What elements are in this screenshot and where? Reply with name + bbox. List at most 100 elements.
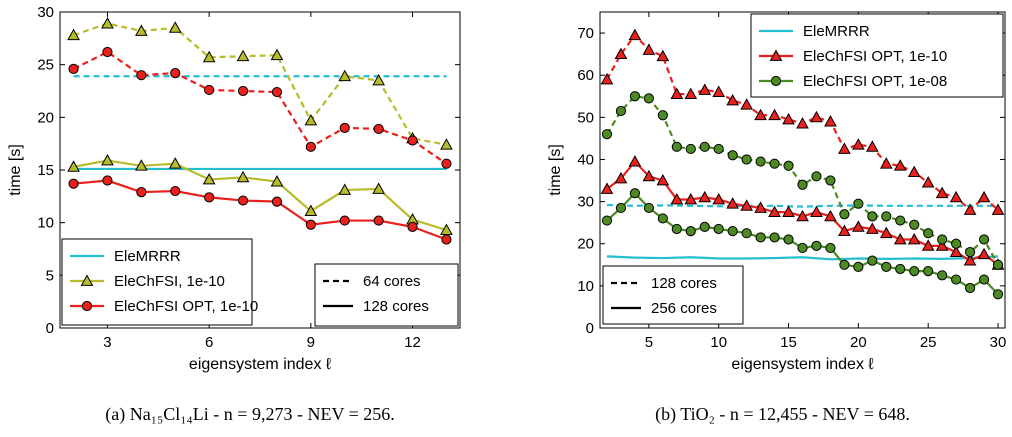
chart-b: 0 10 20 30 40 50 60 70 5 10 15 20 25 30 eigensystem in… xyxy=(547,11,1006,425)
data-point xyxy=(441,234,452,245)
y-tick-label: 15 xyxy=(37,162,54,179)
data-point xyxy=(339,122,350,133)
data-point xyxy=(170,185,181,197)
data-point xyxy=(699,221,710,232)
data-point xyxy=(202,172,216,185)
y-tick-label: 40 xyxy=(577,151,594,168)
data-point xyxy=(867,211,878,222)
data-point xyxy=(657,213,668,224)
data-point xyxy=(684,192,698,205)
data-point xyxy=(907,232,921,245)
data-point xyxy=(601,215,613,226)
x-tick-label: 5 xyxy=(645,334,653,351)
series-1 xyxy=(600,28,1005,270)
data-point xyxy=(168,157,182,169)
data-point xyxy=(713,143,724,155)
data-point xyxy=(754,201,767,213)
data-point xyxy=(853,261,864,273)
x-axis-label: eigensystem index ℓ xyxy=(189,356,331,373)
x-tick-label: 25 xyxy=(920,334,937,351)
legend-label: EleChFSI OPT, 1e-10 xyxy=(803,48,947,65)
data-point xyxy=(811,171,822,182)
data-point xyxy=(629,188,641,199)
data-point xyxy=(373,215,384,226)
data-point xyxy=(895,215,906,226)
data-point xyxy=(909,219,920,230)
legend-label: EleChFSI OPT, 1e-08 xyxy=(803,73,947,90)
data-point xyxy=(937,270,948,281)
data-point xyxy=(824,115,837,127)
data-point xyxy=(727,225,738,237)
data-point xyxy=(305,219,316,230)
y-tick-label: 25 xyxy=(37,57,54,74)
data-point xyxy=(853,198,864,209)
data-point xyxy=(671,223,682,235)
y-tick-label: 30 xyxy=(37,4,54,21)
data-point xyxy=(991,203,1005,215)
y-tick-label: 60 xyxy=(577,67,594,84)
y-tick-label: 50 xyxy=(577,109,594,126)
data-point xyxy=(923,266,934,277)
data-point xyxy=(921,176,935,188)
data-point xyxy=(768,205,781,218)
data-point xyxy=(951,274,962,285)
data-point xyxy=(839,209,850,220)
legend-box xyxy=(750,13,1004,98)
data-point xyxy=(168,21,182,33)
y-axis-label: time [s] xyxy=(7,144,24,196)
data-point xyxy=(865,222,879,234)
data-point xyxy=(236,49,250,62)
legend-label: 64 cores xyxy=(363,273,421,290)
data-point xyxy=(978,274,990,285)
series-line-128-cores xyxy=(606,95,999,266)
figure-caption: (b) TiO₂ - n = 12,455 - NEV = 648. xyxy=(655,404,910,425)
data-point xyxy=(372,73,385,86)
data-point xyxy=(741,154,752,165)
x-tick-label: 6 xyxy=(205,334,213,351)
data-point xyxy=(810,110,823,123)
data-point xyxy=(643,202,654,214)
y-tick-label: 70 xyxy=(577,25,594,42)
data-point xyxy=(338,69,352,82)
data-point xyxy=(304,113,318,126)
data-point xyxy=(783,234,794,245)
legend-label: 256 cores xyxy=(651,300,717,317)
x-tick-label: 20 xyxy=(850,334,867,351)
data-point xyxy=(135,159,148,171)
legend-box xyxy=(314,263,459,327)
data-point xyxy=(755,156,766,167)
x-tick-label: 15 xyxy=(780,334,797,351)
y-tick-label: 20 xyxy=(37,109,54,126)
data-point xyxy=(600,182,614,194)
data-point xyxy=(923,228,934,239)
data-point xyxy=(441,158,452,169)
y-tick-label: 20 xyxy=(577,236,594,253)
data-point xyxy=(865,140,879,152)
y-tick-label: 0 xyxy=(586,320,594,337)
data-point xyxy=(963,254,977,266)
data-point xyxy=(964,247,976,258)
data-point xyxy=(852,138,865,150)
data-point xyxy=(879,157,893,169)
series-legend: EleMRRR EleChFSI, 1e-10 EleChFSI OPT, 1e-1… xyxy=(61,238,258,326)
data-point xyxy=(101,17,114,29)
x-tick-label: 3 xyxy=(103,334,111,351)
data-point xyxy=(614,171,628,184)
figure-caption: (a) Na₁₅Cl₁₄Li - n = 9,273 - NEV = 256. xyxy=(105,404,395,425)
data-point xyxy=(852,220,865,232)
legend-label: EleChFSI, 1e-10 xyxy=(114,273,225,290)
data-point xyxy=(810,205,823,218)
data-point xyxy=(867,255,878,266)
data-point xyxy=(615,202,627,214)
data-point xyxy=(796,209,809,222)
data-point xyxy=(699,141,710,152)
plot-frame xyxy=(599,11,1006,329)
chart-a: 0 5 10 15 20 25 30 3 6 9 12 eigensystem index ℓ time… xyxy=(7,4,461,425)
data-point xyxy=(712,192,726,205)
y-tick-label: 10 xyxy=(37,215,54,232)
series-2 xyxy=(601,91,1004,300)
data-point xyxy=(136,187,147,198)
data-point xyxy=(102,46,113,58)
data-point xyxy=(628,28,642,41)
